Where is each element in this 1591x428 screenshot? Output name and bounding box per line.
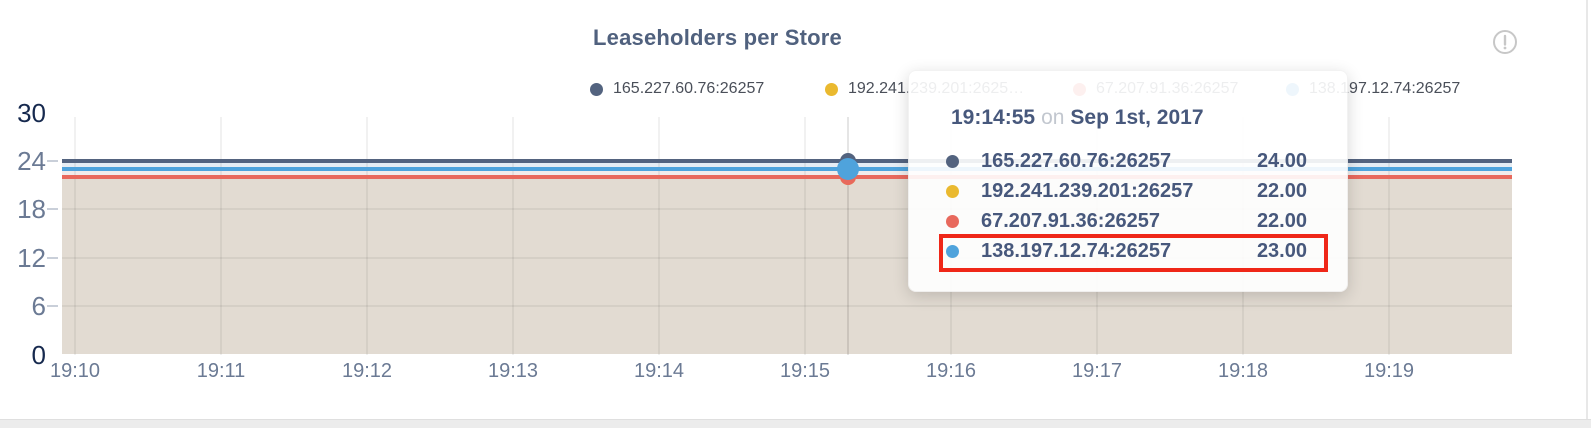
series-line — [62, 159, 1512, 164]
series-dot-navy — [946, 154, 959, 168]
x-axis-label: 19:10 — [49, 360, 101, 382]
gridline-horizontal — [62, 305, 1512, 308]
chart-tooltip: 19:14:55 on Sep 1st, 2017 165.227.60.76:26… — [908, 70, 1348, 292]
y-axis-label: 18 — [17, 194, 46, 225]
series-name: 138.197.12.74:26257 — [981, 239, 1172, 262]
gridline-vertical — [1388, 117, 1390, 355]
tooltip-header: 19:14:55 on Sep 1st, 2017 — [951, 106, 1204, 130]
tooltip-rows: 165.227.60.76:26257 24.00 192.241.239.20… — [946, 146, 1307, 266]
x-axis-label: 19:12 — [341, 360, 393, 382]
y-axis-label: 24 — [17, 146, 46, 177]
series-line — [62, 175, 1512, 180]
hover-marker — [837, 158, 859, 181]
bottom-divider — [0, 419, 1591, 428]
tooltip-time: 19:14:55 — [951, 106, 1036, 129]
series-name: 192.241.239.201:26257 — [981, 179, 1194, 202]
series-value: 22.00 — [1256, 179, 1307, 202]
gridline-vertical — [804, 117, 806, 355]
x-axis-label: 19:15 — [779, 360, 831, 382]
tooltip-row: 67.207.91.36:26257 22.00 — [946, 206, 1307, 236]
tooltip-date: Sep 1st, 2017 — [1070, 106, 1204, 129]
x-axis-label: 19:11 — [196, 360, 246, 382]
tooltip-row: 165.227.60.76:26257 24.00 — [946, 146, 1307, 176]
series-name: 165.227.60.76:26257 — [981, 149, 1172, 172]
series-dot-blue — [946, 244, 959, 258]
tooltip-conjunction: on — [1041, 106, 1065, 129]
x-axis-label: 19:19 — [1363, 360, 1415, 382]
series-dot-yellow — [946, 184, 959, 198]
tooltip-row: 192.241.239.201:26257 22.00 — [946, 176, 1307, 206]
tooltip-row-highlighted: 138.197.12.74:26257 23.00 — [946, 236, 1307, 266]
y-axis-tick — [47, 305, 58, 308]
legend-item-node1[interactable]: 165.227.60.76:26257 — [590, 80, 764, 98]
x-axis-label: 19:14 — [633, 360, 685, 382]
x-axis-label: 19:17 — [1071, 360, 1123, 382]
series-value: 24.00 — [1256, 149, 1307, 172]
page-title: Leaseholders per Store — [593, 25, 842, 50]
y-axis-label: 0 — [31, 339, 46, 370]
series-value: 23.00 — [1256, 239, 1307, 262]
gridline-vertical — [658, 117, 660, 355]
legend-label: 165.227.60.76:26257 — [613, 80, 765, 97]
x-axis-label: 19:16 — [925, 360, 977, 382]
y-axis-tick — [47, 208, 58, 211]
info-icon[interactable] — [1491, 28, 1519, 56]
legend-dot-yellow — [825, 82, 838, 96]
gridline-vertical — [220, 117, 222, 355]
gridline-vertical — [512, 117, 514, 355]
y-axis-tick — [47, 256, 58, 259]
hover-guideline — [847, 117, 849, 355]
y-axis-label: 12 — [17, 242, 46, 273]
series-line — [62, 167, 1512, 172]
series-name: 67.207.91.36:26257 — [981, 209, 1161, 232]
y-axis-tick — [47, 160, 58, 163]
gridline-horizontal — [62, 256, 1512, 259]
series-value: 22.00 — [1256, 209, 1307, 232]
panel-right-border — [1586, 0, 1588, 419]
x-axis-label: 19:18 — [1217, 360, 1269, 382]
gridline-vertical — [366, 117, 368, 355]
y-axis-label: 30 — [17, 97, 46, 128]
series-dot-red — [946, 214, 959, 228]
gridline-horizontal — [62, 208, 1512, 211]
x-axis-label: 19:13 — [487, 360, 539, 382]
legend-dot-navy — [590, 82, 603, 96]
gridline-vertical — [74, 117, 76, 355]
y-axis-label: 6 — [31, 291, 46, 322]
